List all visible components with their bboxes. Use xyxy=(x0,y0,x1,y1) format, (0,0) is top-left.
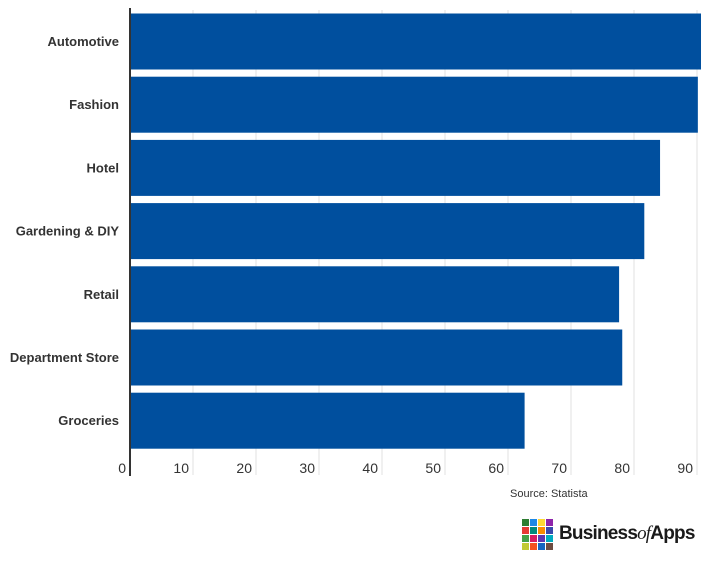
category-label: Automotive xyxy=(48,34,120,49)
logo-tile xyxy=(546,534,553,542)
category-label: Gardening & DIY xyxy=(16,224,120,239)
x-tick-label: 80 xyxy=(614,460,630,476)
x-tick-label: 90 xyxy=(677,460,693,476)
bar xyxy=(131,392,525,449)
x-tick-label: 20 xyxy=(236,460,252,476)
bar xyxy=(131,329,623,386)
logo-tile xyxy=(522,542,529,550)
logo-tile xyxy=(538,526,545,534)
x-tick-label: 40 xyxy=(362,460,378,476)
category-label: Department Store xyxy=(10,350,119,365)
logo-tile xyxy=(546,542,553,550)
category-label: Groceries xyxy=(58,413,119,428)
bar xyxy=(131,203,645,260)
bar-chart: Automotive Fashion Hotel Gardening & DIY Ret… xyxy=(10,8,701,476)
logo-tile xyxy=(546,518,553,526)
source-note: Source: Statista xyxy=(510,488,588,500)
bar xyxy=(131,139,661,196)
logo-tile xyxy=(546,526,553,534)
bar xyxy=(131,266,620,323)
logo-tile xyxy=(530,542,537,550)
businessofapps-logo: BusinessofApps xyxy=(522,517,695,551)
category-label: Hotel xyxy=(87,160,120,175)
bars xyxy=(131,13,701,449)
logo-text: BusinessofApps xyxy=(559,523,695,544)
category-labels: Automotive Fashion Hotel Gardening & DIY Ret… xyxy=(10,34,119,428)
bar xyxy=(131,76,698,133)
x-tick-label: 70 xyxy=(551,460,567,476)
x-tick-label: 50 xyxy=(425,460,441,476)
logo-mosaic-icon xyxy=(522,518,553,550)
x-tick-label: 30 xyxy=(299,460,315,476)
bar xyxy=(131,13,701,70)
logo-tile xyxy=(522,526,529,534)
logo-tile xyxy=(530,526,537,534)
x-tick-label: 60 xyxy=(488,460,504,476)
logo-tile xyxy=(522,518,529,526)
logo-tile xyxy=(522,534,529,542)
x-tick-label: 0 xyxy=(118,460,126,476)
logo-tile xyxy=(538,534,545,542)
logo-tile xyxy=(538,518,545,526)
logo-tile xyxy=(530,534,537,542)
category-label: Fashion xyxy=(69,97,119,112)
x-tick-label: 10 xyxy=(173,460,189,476)
logo-tile xyxy=(538,542,545,550)
logo-tile xyxy=(530,518,537,526)
category-label: Retail xyxy=(84,287,119,302)
x-tick-labels: 0 10 20 30 40 50 60 70 80 90 xyxy=(118,460,693,476)
